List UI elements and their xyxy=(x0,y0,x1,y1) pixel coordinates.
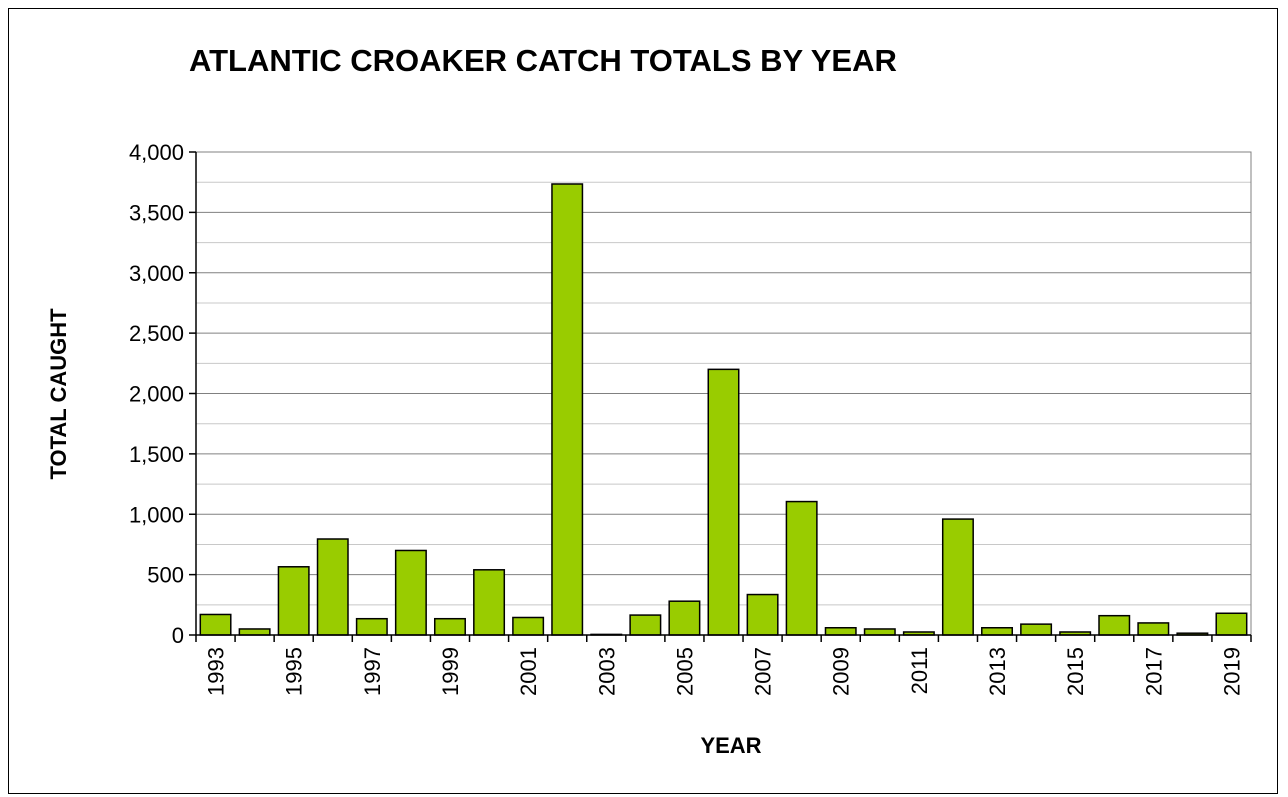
bar-2010 xyxy=(863,628,896,636)
y-tick-label: 1,000 xyxy=(129,502,184,527)
axes xyxy=(189,151,1252,642)
y-tick-label: 3,500 xyxy=(129,200,184,225)
bar-2009 xyxy=(824,627,857,636)
x-tick-label: 2001 xyxy=(516,647,541,696)
bar-chart: ATLANTIC CROAKER CATCH TOTALS BY YEAR 0 5… xyxy=(46,43,1252,758)
x-axis-title: YEAR xyxy=(700,733,761,758)
x-tick-label: 2015 xyxy=(1063,647,1088,696)
bar-2001 xyxy=(512,616,545,636)
x-tick-labels: 1993 1995 1997 1999 2001 2003 2005 2007 2009 2011… xyxy=(204,647,1245,696)
x-tick-label: 2019 xyxy=(1219,647,1244,696)
y-tick-label: 2,000 xyxy=(129,382,184,407)
bars xyxy=(199,183,1248,636)
bar-1993 xyxy=(199,613,232,636)
x-tick-label: 2003 xyxy=(594,647,619,696)
bar-1999 xyxy=(433,617,466,636)
x-tick-label: 2007 xyxy=(751,647,776,696)
bar-2017 xyxy=(1137,622,1170,636)
chart-frame: ATLANTIC CROAKER CATCH TOTALS BY YEAR 0 5… xyxy=(8,8,1278,794)
y-tick-label: 4,000 xyxy=(129,140,184,165)
bar-2000 xyxy=(473,569,506,636)
y-tick-labels: 0 500 1,000 1,500 2,000 2,500 3,000 3,500 4,000 xyxy=(129,140,184,648)
bar-1995 xyxy=(277,566,310,636)
bar-1996 xyxy=(316,538,349,636)
bar-2004 xyxy=(629,614,662,636)
y-tick-label: 500 xyxy=(147,563,184,588)
bar-2007 xyxy=(746,593,779,636)
x-tick-label: 2017 xyxy=(1141,647,1166,696)
bar-1997 xyxy=(355,617,388,636)
x-tick-label: 1995 xyxy=(282,647,307,696)
bar-1998 xyxy=(394,549,427,636)
bar-2002 xyxy=(551,183,584,636)
bar-2014 xyxy=(1020,623,1053,636)
bar-2006 xyxy=(707,368,740,636)
x-tick-label: 2013 xyxy=(985,647,1010,696)
y-axis-title: TOTAL CAUGHT xyxy=(46,308,71,480)
x-tick-label: 2009 xyxy=(829,647,854,696)
y-tick-label: 2,500 xyxy=(129,321,184,346)
chart-title: ATLANTIC CROAKER CATCH TOTALS BY YEAR xyxy=(189,43,897,78)
x-tick-label: 1997 xyxy=(360,647,385,696)
x-tick-label: 1993 xyxy=(204,647,229,696)
x-tick-label: 2005 xyxy=(672,647,697,696)
y-tick-label: 0 xyxy=(172,623,184,648)
bar-2012 xyxy=(941,518,974,636)
bar-2016 xyxy=(1098,614,1131,636)
bar-2019 xyxy=(1215,612,1248,636)
bar-1994 xyxy=(238,628,271,636)
bar-2005 xyxy=(668,600,701,636)
y-tick-label: 3,000 xyxy=(129,261,184,286)
bar-2008 xyxy=(785,500,818,636)
x-tick-label: 1999 xyxy=(438,647,463,696)
x-tick-label: 2011 xyxy=(907,647,932,694)
bar-2013 xyxy=(981,627,1014,636)
y-tick-label: 1,500 xyxy=(129,442,184,467)
